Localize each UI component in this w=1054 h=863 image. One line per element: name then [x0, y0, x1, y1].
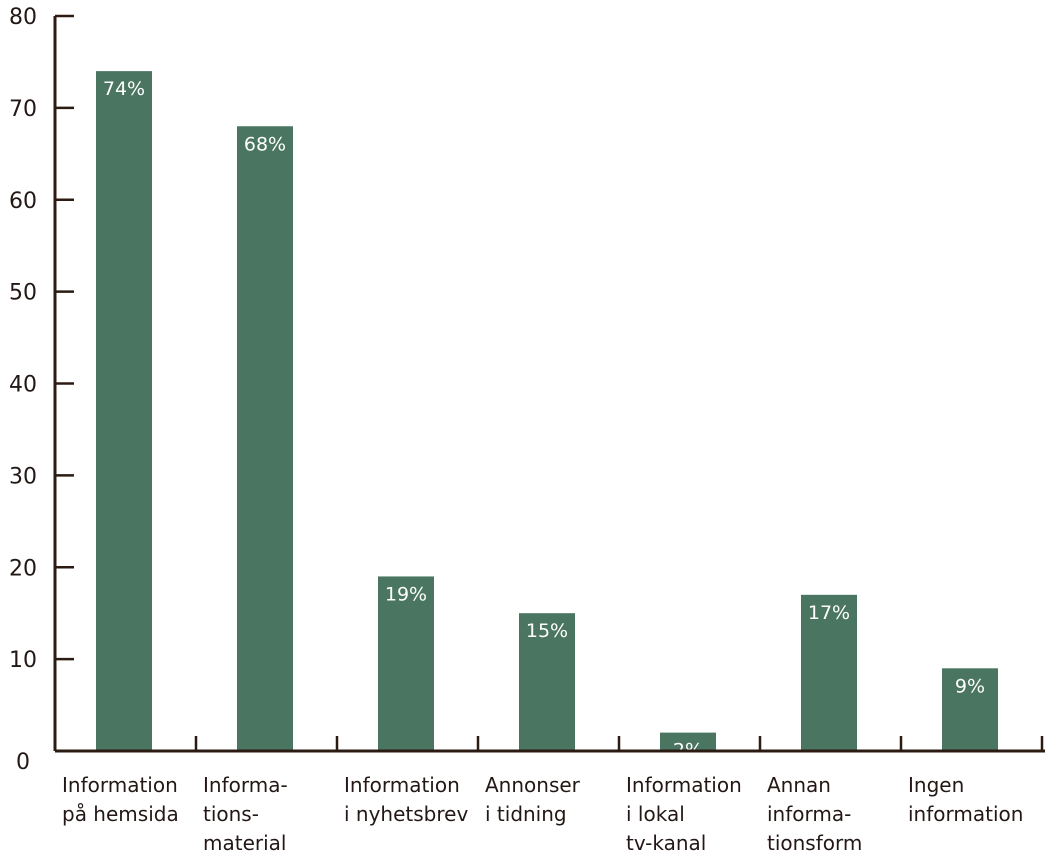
bar: [801, 594, 857, 751]
x-tick-label: Information på hemsida: [62, 773, 179, 826]
y-tick-label: 0: [16, 750, 30, 775]
x-tick-label-line: Information: [626, 773, 742, 797]
bars-layer: [96, 71, 998, 751]
y-tick-label: 50: [9, 281, 37, 306]
y-tick-label: 10: [9, 648, 37, 673]
x-ticks-layer: [194, 736, 1044, 751]
bar: [378, 576, 434, 751]
bar: [519, 613, 575, 751]
x-tick-label: Informa-tions-material: [203, 773, 288, 855]
x-tick-label-line: material: [203, 831, 286, 855]
bar-data-label: 68%: [244, 133, 286, 155]
y-tick-label: 70: [9, 97, 37, 122]
x-tick-label: Annonser i tidning: [485, 773, 581, 826]
x-tick-label-line: i lokal: [626, 802, 685, 826]
x-tick-label-line: Ingen: [908, 773, 964, 797]
bar-labels-layer: 74%68%19%15%2%17%9%: [103, 78, 985, 762]
x-tick-label-line: Information: [344, 773, 460, 797]
x-tick-label-line: på hemsida: [62, 802, 179, 826]
bar: [942, 668, 998, 751]
x-tick-label-line: tions-: [203, 802, 259, 826]
bar: [96, 71, 152, 751]
bar-data-label: 9%: [955, 675, 985, 697]
bar: [660, 732, 716, 751]
y-tick-label: 30: [9, 464, 37, 489]
x-tick-label-line: information: [908, 802, 1023, 826]
bar-data-label: 15%: [526, 620, 568, 642]
bar-data-label: 17%: [808, 602, 850, 624]
x-tick-label: Ingen information: [908, 773, 1023, 826]
x-tick-label-line: i nyhetsbrev: [344, 802, 468, 826]
x-tick-label-line: tv-kanal: [626, 831, 706, 855]
x-tick-label-line: Annan: [767, 773, 831, 797]
y-tick-label: 20: [9, 556, 37, 581]
x-tick-label-line: i tidning: [485, 802, 567, 826]
x-labels-layer: Information på hemsida Informa-tions-mater…: [62, 773, 1023, 855]
x-tick-label-line: Information: [62, 773, 178, 797]
x-tick-label: Information i nyhetsbrev: [344, 773, 468, 826]
y-tick-label: 60: [9, 189, 37, 214]
y-tick-label: 40: [9, 373, 37, 398]
x-tick-label-line: Annonser: [485, 773, 581, 797]
y-ticks-layer: 0 10 20 30 40 50 60 70 80: [9, 5, 74, 775]
bar: [237, 126, 293, 751]
x-tick-label: Annan informa-tionsform: [767, 773, 862, 855]
x-tick-label: Information i lokal tv-kanal: [626, 773, 742, 855]
x-tick-label-line: tionsform: [767, 831, 862, 855]
x-tick-label-line: Informa-: [203, 773, 288, 797]
bar-data-label: 74%: [103, 78, 145, 100]
x-tick-label-line: informa-: [767, 802, 851, 826]
y-tick-label: 80: [9, 5, 37, 30]
bar-data-label: 19%: [385, 583, 427, 605]
